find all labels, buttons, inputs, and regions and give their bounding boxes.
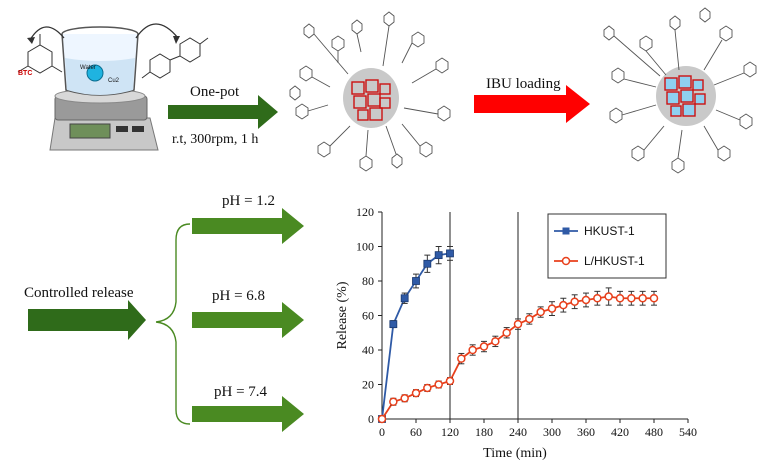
data-point — [434, 251, 443, 260]
y-tick-label: 60 — [362, 309, 374, 323]
y-tick-label: 40 — [362, 343, 374, 357]
data-point — [446, 249, 454, 258]
data-point — [627, 294, 636, 303]
x-tick-label: 300 — [543, 425, 561, 439]
data-point — [479, 342, 489, 351]
beaker-cu-label: Cu2 — [108, 78, 120, 84]
data-point — [604, 292, 613, 301]
ibu-loaded-crystal-icon — [656, 66, 716, 126]
left-curved-arrow — [29, 26, 65, 41]
ph-arrow-1 — [192, 208, 304, 244]
data-point — [570, 297, 579, 306]
data-point — [491, 337, 500, 346]
ligand-shell-icon — [289, 11, 451, 172]
y-tick-label: 80 — [362, 274, 374, 288]
y-tick-label: 100 — [356, 240, 374, 254]
controlled-release-label: Controlled release — [24, 285, 134, 301]
controlled-release-arrow — [28, 300, 146, 340]
legend-marker — [561, 256, 571, 266]
x-tick-label: 540 — [679, 425, 697, 439]
beaker-water-label: Water — [80, 65, 96, 71]
data-point — [434, 380, 443, 389]
ph-arrow-2 — [192, 302, 304, 338]
beaker-icon — [61, 26, 139, 96]
legend-label: HKUST-1 — [584, 224, 635, 238]
loaded-ligand-shell-icon — [603, 7, 757, 174]
data-point — [525, 314, 534, 324]
data-point — [581, 295, 591, 305]
branch-brace — [155, 223, 191, 425]
y-axis-label: Release (%) — [335, 281, 350, 349]
data-point — [536, 307, 545, 317]
data-point — [423, 259, 432, 268]
data-point — [468, 345, 477, 355]
data-point — [457, 354, 466, 363]
data-point — [638, 294, 647, 303]
data-point — [400, 294, 409, 303]
data-point — [412, 277, 420, 285]
legend-label: L/HKUST-1 — [584, 254, 645, 268]
data-point — [445, 376, 455, 386]
data-point — [389, 397, 398, 406]
data-point — [593, 294, 602, 303]
data-point — [389, 320, 398, 329]
ph-label-3: pH = 7.4 — [214, 384, 268, 400]
data-point — [411, 388, 421, 398]
data-point — [649, 294, 659, 303]
btc-label: BTC — [18, 70, 33, 77]
btc-molecule-icon — [17, 34, 63, 74]
x-tick-label: 360 — [577, 425, 595, 439]
ph-label-1: pH = 1.2 — [222, 193, 276, 209]
data-point — [615, 294, 625, 303]
ph-arrow-3 — [192, 396, 304, 432]
data-point — [559, 300, 568, 310]
x-tick-label: 240 — [509, 425, 527, 439]
ibu-loading-arrow — [474, 85, 590, 123]
x-tick-label: 120 — [441, 425, 459, 439]
ibu-loading-label: IBU loading — [486, 76, 561, 92]
one-pot-conditions: r.t, 300rpm, 1 h — [172, 132, 259, 147]
x-tick-label: 480 — [645, 425, 663, 439]
data-point — [502, 328, 511, 337]
legend-box — [547, 213, 667, 279]
one-pot-arrow — [168, 95, 278, 129]
y-tick-label: 20 — [362, 378, 374, 392]
right-curved-arrow — [135, 23, 179, 39]
mof-crystal-icon — [343, 68, 399, 128]
y-tick-label: 0 — [368, 412, 374, 426]
data-point — [377, 414, 387, 424]
linker-molecule-icon — [141, 37, 209, 79]
data-point — [547, 304, 557, 313]
ph-label-2: pH = 6.8 — [212, 288, 266, 304]
x-tick-label: 0 — [379, 425, 385, 439]
y-tick-label: 120 — [356, 205, 374, 219]
data-point — [423, 383, 432, 393]
x-tick-label: 60 — [410, 425, 422, 439]
legend-marker — [562, 227, 570, 235]
data-point — [513, 319, 523, 329]
x-axis-label: Time (min) — [483, 446, 547, 461]
data-point — [400, 394, 409, 403]
one-pot-label: One-pot — [190, 84, 240, 100]
x-tick-label: 420 — [611, 425, 629, 439]
x-tick-label: 180 — [475, 425, 493, 439]
